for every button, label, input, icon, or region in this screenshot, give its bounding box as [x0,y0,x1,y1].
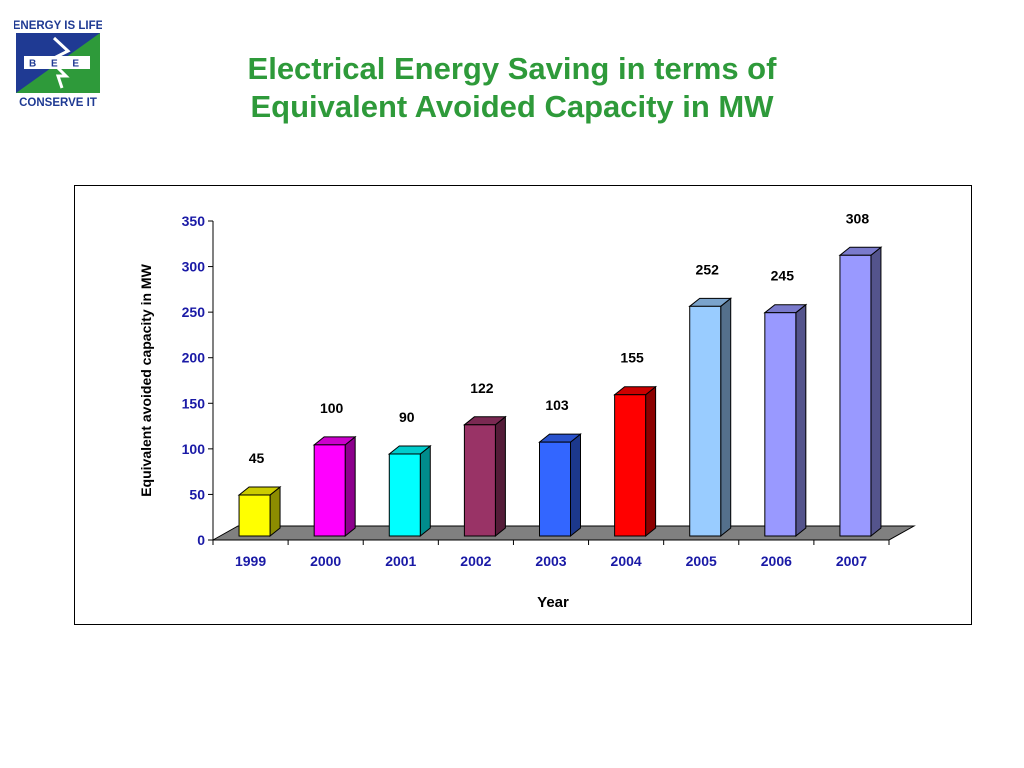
x-tick-label-2006: 2006 [761,553,792,569]
y-tick-label: 300 [182,259,206,275]
bar-side-2003 [570,433,581,538]
page-title: Electrical Energy Saving in terms of Equ… [150,50,874,126]
y-tick-label: 150 [182,395,206,411]
bar-side-2005 [720,297,732,538]
chart-frame: 0 50 100 150 200 250 300 350 45 1999 100 2000 90 2001… [74,185,972,625]
logo-bee-band [24,56,90,69]
y-tick-label: 100 [182,441,206,457]
y-tick-label: 0 [197,532,205,548]
data-label-2001: 90 [399,409,415,425]
data-label-2006: 245 [771,268,795,284]
bar-2002 [463,424,496,537]
data-label-2004: 155 [620,350,644,366]
data-label-2003: 103 [545,397,569,413]
bar-side-2007 [870,246,882,538]
data-label-2007: 308 [846,210,870,226]
title-line-1: Electrical Energy Saving in terms of [247,51,777,86]
bar-2001 [388,453,421,537]
data-label-2005: 252 [696,261,720,277]
data-label-2000: 100 [320,400,344,416]
y-axis-title: Equivalent avoided capacity in MW [138,263,154,496]
y-tick-label: 50 [189,486,205,502]
bar-side-2004 [645,385,657,538]
bar-side-2002 [494,415,506,538]
logo-top-text: ENERGY IS LIFE [14,20,102,32]
bar-side-2000 [344,435,356,538]
bar-side-2001 [419,444,431,538]
bar-2006 [764,312,797,537]
title-line-2: Equivalent Avoided Capacity in MW [250,89,774,124]
x-tick-label-2000: 2000 [310,553,341,569]
bar-2005 [689,305,722,537]
bee-logo-graphic: ENERGY IS LIFE B E E CONSERVE IT [13,20,104,109]
bar-side-2006 [795,303,807,538]
x-tick-label-2003: 2003 [535,553,566,569]
x-tick-label-2001: 2001 [385,553,416,569]
logo-bottom-text: CONSERVE IT [19,97,97,109]
x-tick-label-1999: 1999 [235,553,266,569]
bar-2004 [614,394,647,537]
bar-2003 [539,441,571,537]
bar-2000 [313,444,346,537]
x-tick-label-2004: 2004 [611,553,642,569]
y-tick-label: 350 [182,213,206,229]
bar-chart: 0 50 100 150 200 250 300 350 45 1999 100 2000 90 2001… [138,210,916,611]
y-tick-label: 250 [182,304,206,320]
bar-2007 [839,254,872,537]
y-tick-label: 200 [182,350,206,366]
bar-1999 [238,494,271,537]
x-axis-title: Year [537,594,569,611]
x-tick-label-2007: 2007 [836,553,867,569]
x-tick-label-2002: 2002 [460,553,491,569]
data-label-1999: 45 [249,450,265,466]
logo-middle-text: B E E [29,59,85,70]
x-tick-label-2005: 2005 [686,553,717,569]
data-label-2002: 122 [470,380,494,396]
bee-logo: ENERGY IS LIFE B E E CONSERVE IT [13,18,104,110]
